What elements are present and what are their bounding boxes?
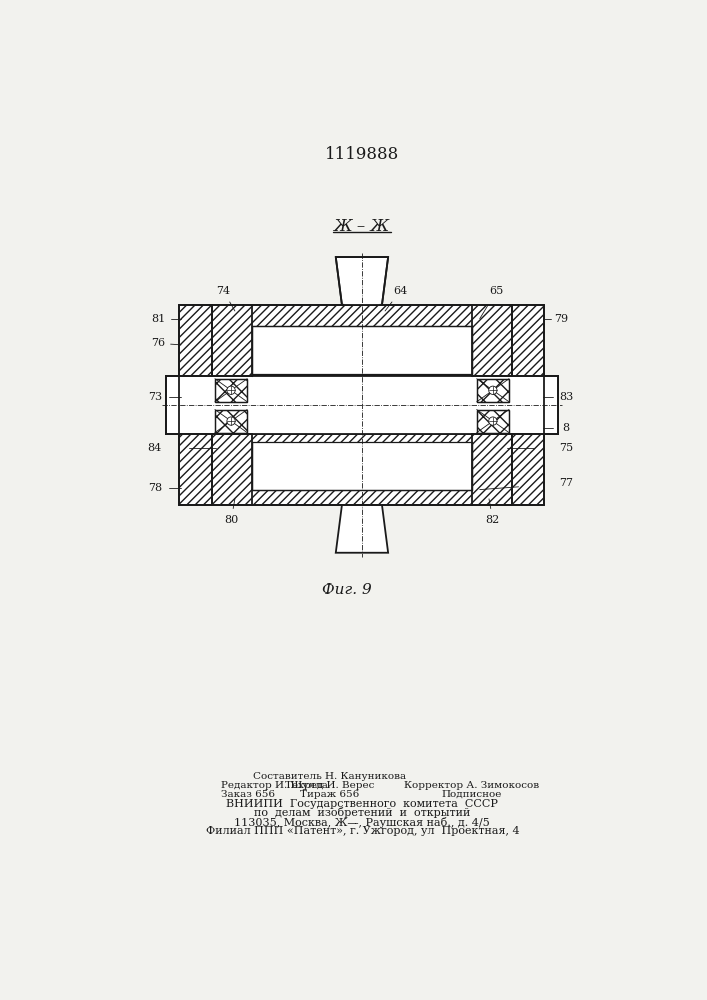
- Polygon shape: [212, 305, 512, 376]
- Text: Редактор И. Шулла: Редактор И. Шулла: [221, 781, 327, 790]
- Text: 74: 74: [216, 286, 230, 296]
- Text: 81: 81: [151, 314, 165, 324]
- Text: Тираж 656: Тираж 656: [300, 790, 359, 799]
- Text: Техред И. Верес: Техред И. Верес: [285, 781, 375, 790]
- Text: Подписное: Подписное: [441, 790, 501, 799]
- Text: 78: 78: [148, 483, 162, 493]
- Polygon shape: [336, 505, 388, 553]
- Text: 65: 65: [489, 286, 504, 296]
- Text: 76: 76: [151, 338, 165, 348]
- Text: ВНИИПИ  Государственного  комитета  СССР: ВНИИПИ Государственного комитета СССР: [226, 799, 498, 809]
- Polygon shape: [212, 434, 512, 505]
- Polygon shape: [165, 376, 180, 434]
- Polygon shape: [180, 305, 544, 505]
- Text: Ж – Ж: Ж – Ж: [334, 218, 390, 235]
- Text: 8: 8: [563, 423, 570, 433]
- Polygon shape: [512, 305, 544, 505]
- Text: Корректор А. Зимокосов: Корректор А. Зимокосов: [404, 781, 539, 790]
- Polygon shape: [477, 379, 509, 402]
- Text: Составитель Н. Кануникова: Составитель Н. Кануникова: [253, 772, 407, 781]
- Polygon shape: [544, 376, 559, 434]
- Polygon shape: [344, 260, 380, 305]
- Text: 73: 73: [148, 392, 162, 402]
- Text: 83: 83: [559, 392, 573, 402]
- Polygon shape: [336, 257, 388, 305]
- Text: 64: 64: [393, 286, 407, 296]
- Circle shape: [227, 417, 235, 425]
- Text: Заказ 656: Заказ 656: [221, 790, 275, 799]
- Polygon shape: [215, 379, 247, 402]
- Polygon shape: [252, 326, 472, 374]
- Text: 82: 82: [486, 515, 500, 525]
- Polygon shape: [252, 442, 472, 490]
- Circle shape: [489, 417, 497, 425]
- Polygon shape: [477, 410, 509, 433]
- Circle shape: [489, 386, 497, 394]
- Text: 80: 80: [224, 515, 238, 525]
- Text: 113035, Москва, Ж—̵, Раушская наб., д. 4/5: 113035, Москва, Ж—̵, Раушская наб., д. 4…: [235, 817, 490, 828]
- Polygon shape: [472, 376, 512, 434]
- Text: по  делам  изобретений  и  открытий: по делам изобретений и открытий: [254, 808, 471, 818]
- Text: 1119888: 1119888: [325, 146, 399, 163]
- Circle shape: [227, 386, 235, 394]
- Text: 77: 77: [559, 478, 573, 488]
- Polygon shape: [215, 410, 247, 433]
- Text: 84: 84: [148, 443, 162, 453]
- Text: Филиал ППП «Патент», г. Ужгород, ул  Проектная, 4: Филиал ППП «Патент», г. Ужгород, ул Прое…: [206, 826, 519, 836]
- Text: 75: 75: [559, 443, 573, 453]
- Text: Фиг. 9: Фиг. 9: [322, 583, 371, 597]
- Polygon shape: [212, 376, 252, 434]
- Polygon shape: [180, 305, 212, 505]
- Text: 79: 79: [554, 314, 568, 324]
- Polygon shape: [165, 376, 559, 434]
